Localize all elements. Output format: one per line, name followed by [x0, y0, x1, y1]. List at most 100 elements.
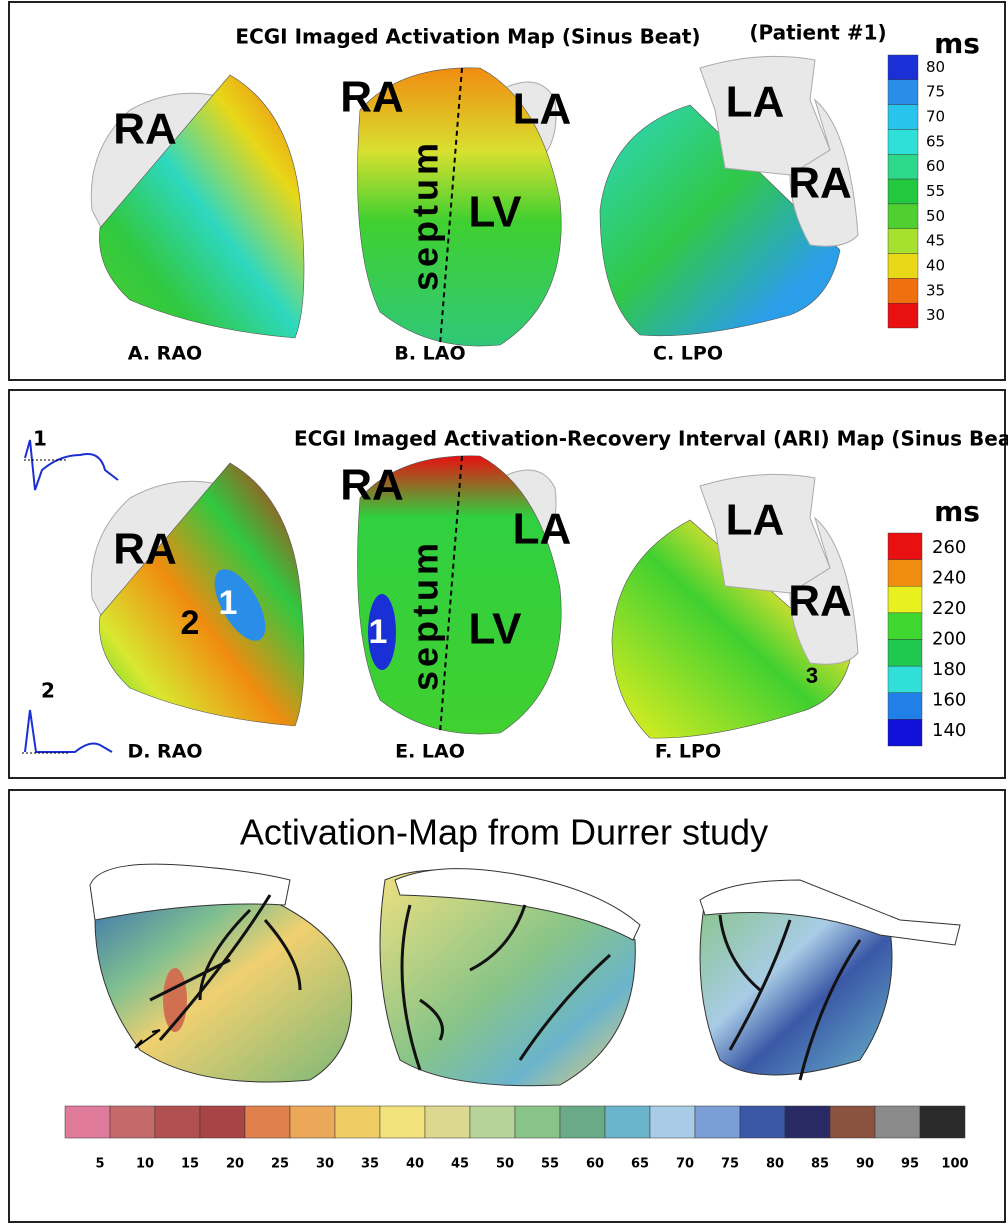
colorbar-swatch — [289, 1105, 336, 1139]
colorbar-swatch — [887, 665, 923, 693]
colorbar-tick-label: 30 — [316, 1157, 334, 1172]
view-caption: A. RAO — [128, 343, 202, 365]
patient-note: (Patient #1) — [749, 21, 886, 45]
colorbar-tick-label: 25 — [271, 1157, 289, 1172]
colorbar-tick-label: 85 — [811, 1157, 829, 1172]
inset-label: 1 — [33, 427, 47, 451]
colorbar-swatch — [334, 1105, 381, 1139]
vessels — [149, 894, 302, 1041]
colorbar-tick-label: 200 — [932, 629, 966, 650]
heart-label: septum — [405, 139, 446, 291]
unit-label: ms — [934, 27, 980, 60]
heart-label: RA — [113, 525, 177, 574]
colorbar-tick-label: 45 — [926, 232, 945, 250]
vessels — [718, 914, 862, 1081]
heart — [357, 455, 562, 735]
colorbar-tick-label: 10 — [136, 1157, 154, 1172]
colorbar-swatch — [154, 1105, 201, 1139]
colorbar-swatch — [784, 1105, 831, 1139]
heart-label: RA — [113, 105, 177, 154]
colorbar-swatch — [887, 278, 919, 304]
colorbar: 5 10 15 20 25 30 35 40 45 50 55 60 65 70 75 80 85 90 95 100 — [64, 1105, 969, 1172]
colorbar-swatch — [887, 302, 919, 329]
atrium — [699, 879, 961, 946]
heart-label: 2 — [181, 604, 200, 642]
colorbar-tick-label: 60 — [586, 1157, 604, 1172]
colorbar-swatch — [887, 129, 919, 155]
colorbar-tick-label: 160 — [932, 689, 966, 710]
heart — [357, 67, 562, 347]
colorbar-tick-label: 35 — [926, 281, 945, 299]
colorbar-tick-label: 90 — [856, 1157, 874, 1172]
atrium — [89, 863, 291, 921]
colorbar-swatch — [887, 154, 919, 180]
view-caption: C. LPO — [653, 343, 723, 365]
waveform — [24, 709, 113, 753]
colorbar-swatch — [739, 1105, 786, 1139]
heart — [99, 74, 305, 339]
colorbar-tick-label: 70 — [676, 1157, 694, 1172]
colorbar-tick-label: 140 — [932, 720, 966, 741]
colorbar-tick-label: 260 — [932, 537, 966, 558]
heart-label: RA — [340, 461, 404, 510]
colorbar-swatch — [887, 253, 919, 279]
view-caption: B. LAO — [394, 343, 465, 365]
colorbar-tick-label: 5 — [95, 1157, 104, 1172]
colorbar-swatch — [199, 1105, 246, 1139]
colorbar-swatch — [887, 586, 923, 614]
atrium — [789, 516, 859, 665]
colorbar-tick-label: 15 — [181, 1157, 199, 1172]
colorbar-swatch — [109, 1105, 156, 1139]
colorbar-tick-label: 95 — [901, 1157, 919, 1172]
colorbar-tick-label: 75 — [926, 83, 945, 101]
waveform — [24, 439, 119, 491]
colorbar-swatch — [379, 1105, 426, 1139]
colorbar-swatch — [469, 1105, 516, 1139]
colorbar-swatch — [887, 612, 923, 640]
heart-label: LV — [469, 605, 523, 654]
colorbar-swatch — [887, 104, 919, 130]
colorbar-tick-label: 100 — [941, 1157, 968, 1172]
colorbar-tick-label: 40 — [926, 256, 945, 274]
colorbar-swatch — [559, 1105, 606, 1139]
heart-label: LA — [726, 78, 785, 127]
colorbar: 80 75 70 65 60 55 50 45 40 35 30 — [887, 54, 945, 329]
colorbar-swatch — [694, 1105, 741, 1139]
colorbar-tick-label: 65 — [926, 132, 945, 150]
heart-label: 3 — [806, 663, 818, 688]
colorbar-swatch — [887, 692, 923, 720]
colorbar-tick-label: 220 — [932, 598, 966, 619]
colorbar-tick-label: 70 — [926, 108, 945, 126]
view-caption: F. LPO — [655, 741, 721, 763]
colorbar-swatch — [919, 1105, 966, 1139]
colorbar-swatch — [887, 228, 919, 254]
colorbar-tick-label: 65 — [631, 1157, 649, 1172]
heart-label: RA — [788, 577, 852, 626]
heart-label: LV — [469, 188, 523, 237]
colorbar-swatch — [244, 1105, 291, 1139]
heart-label: 1 — [369, 613, 388, 651]
colorbar-swatch — [604, 1105, 651, 1139]
septum-line — [439, 67, 463, 346]
colorbar-tick-label: 55 — [541, 1157, 559, 1172]
colorbar-swatch — [887, 719, 923, 747]
colorbar-tick-label: 50 — [496, 1157, 514, 1172]
colorbar-tick-label: 240 — [932, 568, 966, 589]
heart — [599, 104, 841, 337]
colorbar-tick-label: 60 — [926, 157, 945, 175]
panel-title: Activation-Map from Durrer study — [240, 812, 768, 853]
colorbar-swatch — [887, 639, 923, 667]
heart-label: septum — [405, 539, 446, 691]
heart — [611, 519, 851, 739]
colorbar-swatch — [649, 1105, 696, 1139]
colorbar-swatch — [424, 1105, 471, 1139]
heart — [99, 462, 305, 727]
atrium — [789, 98, 859, 247]
colorbar-swatch — [514, 1105, 561, 1139]
colorbar-swatch — [887, 79, 919, 105]
septum-line — [439, 455, 463, 734]
region — [368, 594, 396, 670]
colorbar-swatch — [887, 54, 919, 81]
heart-label: 1 — [219, 584, 238, 622]
